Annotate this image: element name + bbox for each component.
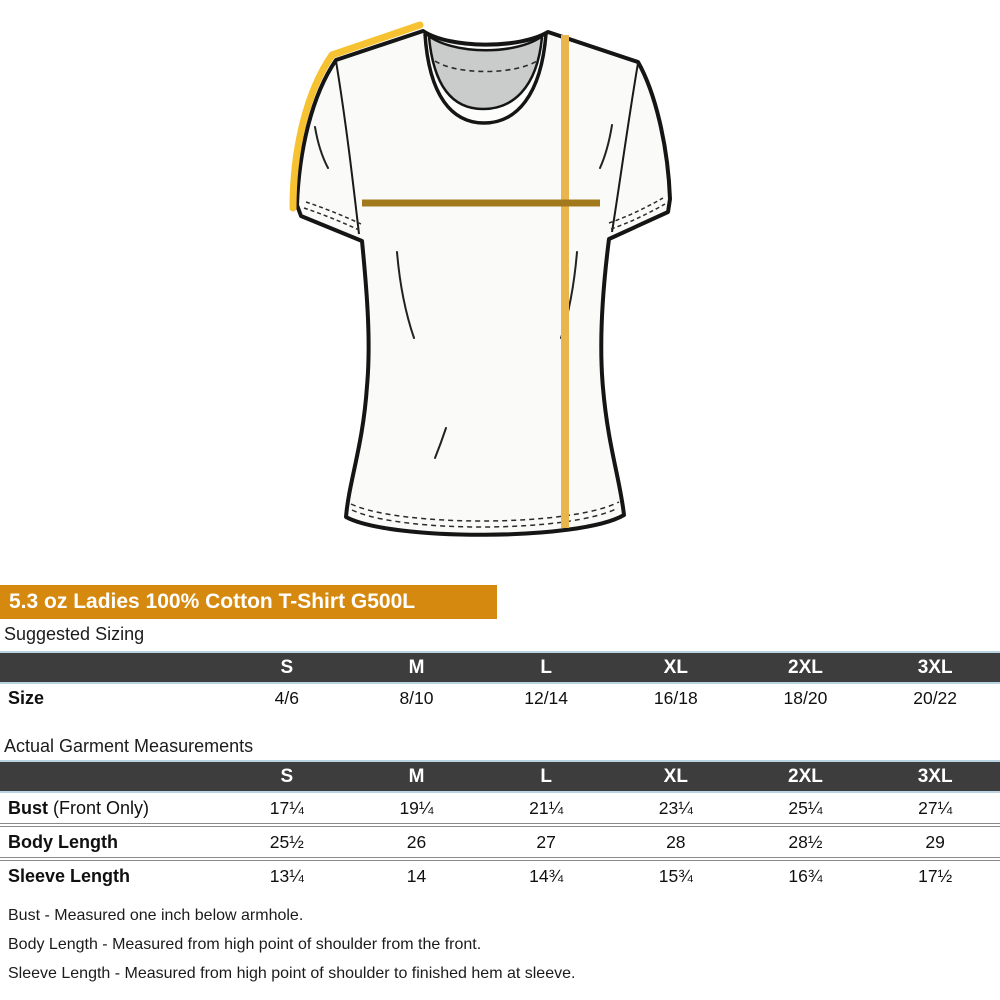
cell-value: 19¼ bbox=[399, 797, 434, 818]
cell-value: 8/10 bbox=[399, 688, 434, 708]
cell-value: 18/20 bbox=[783, 688, 828, 708]
cell-value: 28½ bbox=[740, 823, 871, 859]
header-col-xl: XL bbox=[610, 760, 741, 793]
note-sleeve-length: Sleeve Length - Measured from high point… bbox=[8, 965, 576, 982]
header-col-xl: XL bbox=[610, 651, 741, 684]
header-col-2xl: 2XL bbox=[740, 760, 871, 793]
table-row-sleeve-length: Sleeve Length 13¼ 14 14¾ 15¾ 16¾ 17½ bbox=[0, 857, 1000, 891]
cell-value: 20/22 bbox=[913, 688, 958, 708]
collar-band-outer-edge bbox=[423, 33, 548, 125]
cell-value: 14 bbox=[351, 857, 482, 891]
cell-value: 13¼ bbox=[222, 857, 352, 891]
cell-value: 26 bbox=[351, 823, 482, 859]
header-col-s: S bbox=[222, 651, 352, 684]
cell-value: 29 bbox=[870, 823, 1000, 859]
back-neck-seam bbox=[424, 32, 547, 52]
cell-value: 16/18 bbox=[653, 688, 698, 708]
cell-value: 27 bbox=[481, 823, 611, 859]
left-sleeve-stitching bbox=[303, 201, 362, 231]
neck-opening bbox=[425, 33, 546, 109]
suggested-sizing-heading: Suggested Sizing bbox=[4, 624, 145, 644]
row-label: Body Length bbox=[0, 823, 222, 859]
header-empty-cell bbox=[0, 651, 222, 684]
shirt-silhouette bbox=[295, 29, 672, 537]
header-col-m: M bbox=[351, 651, 482, 684]
cell-value: 17½ bbox=[870, 857, 1000, 891]
cell-value: 4/6 bbox=[274, 688, 299, 708]
row-label: Sleeve Length bbox=[0, 857, 222, 891]
suggested-sizing-table: S M L XL 2XL 3XL Size 4/6 8/10 12/14 16/… bbox=[0, 651, 1000, 713]
row-label: Size bbox=[8, 688, 45, 708]
cell-value: 17¼ bbox=[269, 797, 304, 818]
right-armhole-seam bbox=[611, 62, 639, 233]
collar-band-inner-edge bbox=[427, 36, 544, 111]
header-col-3xl: 3XL bbox=[870, 760, 1000, 793]
size-header-row: S M L XL 2XL 3XL bbox=[0, 651, 1000, 684]
product-title-banner: 5.3 oz Ladies 100% Cotton T-Shirt G500L bbox=[0, 585, 497, 619]
bottom-hem-stitching bbox=[350, 501, 620, 528]
note-body-length: Body Length - Measured from high point o… bbox=[8, 936, 482, 953]
table-row-size: Size 4/6 8/10 12/14 16/18 18/20 20/22 bbox=[0, 683, 1000, 713]
cell-value: 16¾ bbox=[740, 857, 871, 891]
row-label: Bust (Front Only) bbox=[8, 797, 150, 818]
tshirt-diagram bbox=[289, 21, 672, 537]
note-bust: Bust - Measured one inch below armhole. bbox=[8, 907, 304, 924]
measurement-notes: Bust - Measured one inch below armhole. … bbox=[8, 901, 575, 988]
cell-value: 15¾ bbox=[610, 857, 741, 891]
right-sleeve-stitching bbox=[608, 197, 666, 230]
cell-value: 25½ bbox=[222, 823, 352, 859]
table-row-body-length: Body Length 25½ 26 27 28 28½ 29 bbox=[0, 823, 1000, 859]
cell-value: 25¼ bbox=[788, 797, 823, 818]
header-col-3xl: 3XL bbox=[870, 651, 1000, 684]
cell-value: 27¼ bbox=[918, 797, 953, 818]
cell-value: 23¼ bbox=[658, 797, 693, 818]
sleeve-length-line bbox=[289, 21, 424, 212]
back-neck-stitching bbox=[434, 60, 538, 73]
cell-value: 28 bbox=[610, 823, 741, 859]
left-armhole-seam bbox=[335, 60, 360, 235]
garment-measurements-table: S M L XL 2XL 3XL Bust (Front Only) 17¼ 1… bbox=[0, 760, 1000, 891]
header-empty-cell bbox=[0, 760, 222, 793]
cell-value: 14¾ bbox=[481, 857, 611, 891]
header-col-m: M bbox=[351, 760, 482, 793]
header-col-l: L bbox=[481, 760, 611, 793]
garment-measurements-heading: Actual Garment Measurements bbox=[4, 736, 254, 756]
size-header-row: S M L XL 2XL 3XL bbox=[0, 760, 1000, 793]
table-row-bust: Bust (Front Only) 17¼ 19¼ 21¼ 23¼ 25¼ 27… bbox=[0, 792, 1000, 825]
header-col-s: S bbox=[222, 760, 352, 793]
cell-value: 21¼ bbox=[529, 797, 564, 818]
cell-value: 12/14 bbox=[524, 688, 569, 708]
header-col-2xl: 2XL bbox=[740, 651, 871, 684]
header-col-l: L bbox=[481, 651, 611, 684]
